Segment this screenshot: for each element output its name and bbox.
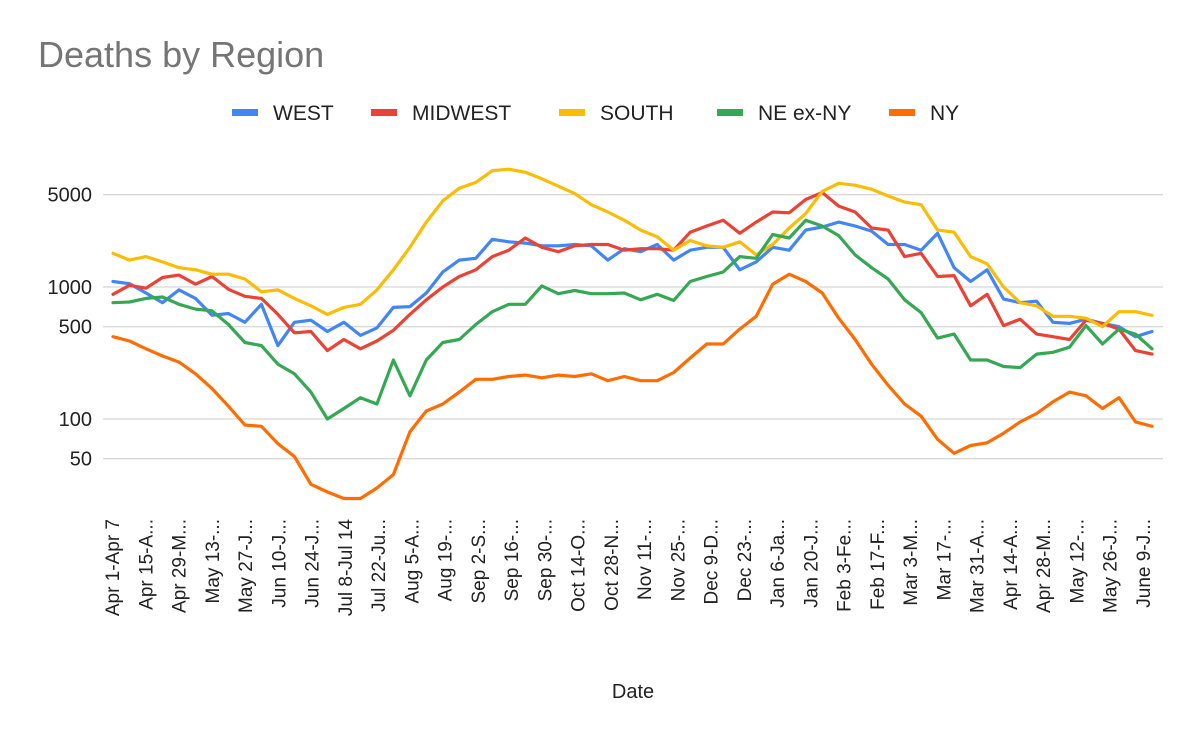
- legend-swatch: [559, 109, 585, 116]
- x-tick-label: Nov 11-...: [635, 519, 656, 600]
- legend-item-west: WEST: [232, 102, 334, 125]
- x-tick-label: Oct 28-N...: [602, 519, 623, 611]
- x-axis-label: Date: [612, 681, 654, 703]
- y-tick-label: 50: [70, 449, 92, 471]
- chart-title: Deaths by Region: [38, 34, 324, 75]
- legend: WEST MIDWEST SOUTH NE ex-NY NY: [232, 102, 959, 125]
- x-tick-label: Feb 3-Fe...: [835, 519, 856, 612]
- x-tick-label: June 9-J...: [1134, 519, 1155, 608]
- x-tick-label: May 13-...: [203, 519, 224, 603]
- x-tick-label: Apr 15-A...: [136, 519, 157, 610]
- legend-item-ne-ex-ny: NE ex-NY: [717, 102, 851, 125]
- series-line-ne-ex-ny: [111, 218, 1154, 421]
- x-tick-label: Mar 31-A...: [968, 519, 989, 613]
- legend-label: WEST: [273, 102, 334, 125]
- x-tick-label: Jan 20-J...: [801, 519, 822, 608]
- x-tick-label: Nov 25-...: [668, 519, 689, 601]
- legend-swatch: [889, 109, 915, 116]
- legend-swatch: [232, 109, 258, 116]
- x-tick-label: Jul 8-Jul 14: [336, 519, 357, 617]
- series-line-south: [111, 167, 1154, 329]
- x-tick-label: Jan 6-Ja...: [768, 519, 789, 608]
- series-lines: [111, 167, 1154, 501]
- x-tick-label: Aug 19-...: [436, 519, 457, 601]
- x-tick-label: Apr 14-A...: [1001, 519, 1022, 610]
- x-axis-ticks: Apr 1-Apr 7 Apr 15-A... Apr 29-M... May 13-…: [103, 519, 1155, 617]
- series-line-midwest: [111, 190, 1154, 356]
- x-tick-label: Aug 5-A...: [402, 519, 423, 604]
- y-tick-label: 5000: [48, 185, 93, 207]
- x-tick-label: Feb 17-F...: [868, 519, 889, 610]
- y-tick-label: 100: [59, 409, 92, 431]
- legend-swatch: [371, 109, 397, 116]
- gridlines: [103, 194, 1163, 460]
- x-tick-label: Sep 16-...: [502, 519, 523, 601]
- x-tick-label: Mar 3-M...: [901, 519, 922, 606]
- y-tick-label: 500: [59, 317, 92, 339]
- x-tick-label: Apr 1-Apr 7: [103, 519, 124, 616]
- x-tick-label: Jul 22-Ju...: [369, 519, 390, 612]
- x-tick-label: May 26-J...: [1101, 519, 1122, 613]
- x-tick-label: Mar 17-...: [935, 519, 956, 600]
- legend-label: NY: [930, 102, 959, 125]
- x-tick-label: Jun 10-J...: [269, 519, 290, 608]
- legend-label: NE ex-NY: [758, 102, 851, 125]
- legend-label: SOUTH: [600, 102, 674, 125]
- x-tick-label: Apr 29-M...: [170, 519, 191, 613]
- x-tick-label: Sep 30-...: [535, 519, 556, 601]
- x-tick-label: Oct 14-O...: [569, 519, 590, 612]
- legend-swatch: [717, 109, 743, 116]
- y-axis-ticks: 50 100 500 1000 5000: [48, 185, 93, 471]
- x-tick-label: May 12-...: [1068, 519, 1089, 603]
- x-tick-label: Sep 2-S...: [469, 519, 490, 604]
- x-tick-label: Dec 9-D...: [702, 519, 723, 605]
- y-tick-label: 1000: [48, 277, 93, 299]
- legend-item-south: SOUTH: [559, 102, 674, 125]
- legend-item-ny: NY: [889, 102, 959, 125]
- legend-item-midwest: MIDWEST: [371, 102, 511, 125]
- x-tick-label: Apr 28-M...: [1034, 519, 1055, 613]
- x-tick-label: Dec 23-...: [735, 519, 756, 601]
- x-tick-label: Jun 24-J...: [303, 519, 324, 608]
- legend-label: MIDWEST: [412, 102, 511, 125]
- x-tick-label: May 27-J...: [236, 519, 257, 613]
- series-line-ny: [111, 272, 1154, 501]
